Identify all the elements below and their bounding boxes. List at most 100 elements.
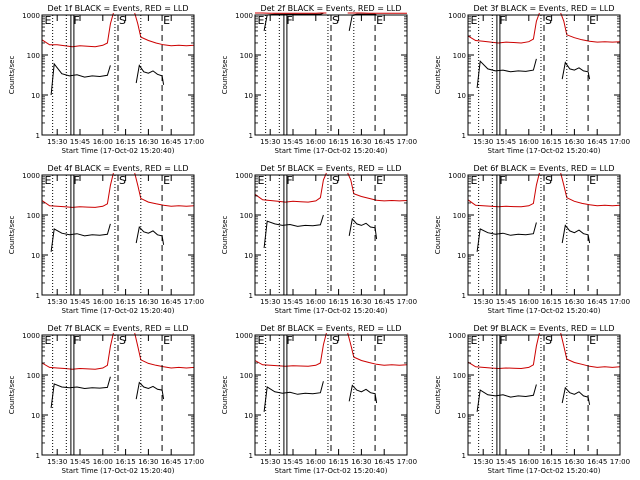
x-tick-label: 15:30 [47,298,67,306]
chart-title: Det 5f BLACK = Events, RED = LLD [260,164,401,173]
x-tick-label: 17:00 [184,138,204,146]
plot-frame [467,174,621,296]
y-axis-label: Counts/sec [434,216,442,255]
series-events-line-1 [476,58,537,89]
chart-title: Det 2f BLACK = Events, RED = LLD [260,4,401,13]
marker-label: F [73,174,79,187]
x-tick-label: 16:15 [542,298,562,306]
x-tick-label: 15:30 [260,298,280,306]
y-tick-label: 100 [240,212,253,220]
marker-label: E [258,14,265,27]
x-tick-label: 15:45 [70,138,90,146]
x-tick-label: 15:30 [260,138,280,146]
series-lld-line-1 [41,12,114,48]
y-tick-label: 100 [240,372,253,380]
x-tick-label: 16:45 [587,138,607,146]
marker-label: S [119,174,126,187]
marker-label: F [286,14,292,27]
series-lld-line-2 [347,172,408,202]
x-tick-label: 16:30 [564,298,584,306]
chart-title: Det 6f BLACK = Events, RED = LLD [473,164,614,173]
marker-label: E [163,14,170,27]
y-tick-label: 1 [36,292,40,300]
y-tick-label: 10 [31,92,40,100]
series-events-line-2 [135,225,165,245]
series-events-line-1 [50,376,111,409]
plot-frame [41,174,195,296]
y-tick-label: 1000 [235,172,253,180]
y-tick-label: 10 [31,412,40,420]
x-tick-label: 15:45 [496,458,516,466]
marker-label: F [499,174,505,187]
x-tick-label: 15:45 [283,138,303,146]
y-tick-label: 10 [244,252,253,260]
series-lld-line-1 [467,172,540,208]
marker-label: E [45,174,52,187]
x-tick-label: 16:00 [519,458,539,466]
series-lld-line-1 [254,172,327,203]
y-tick-label: 10 [457,412,466,420]
y-tick-label: 1000 [235,12,253,20]
x-tick-label: 16:15 [542,458,562,466]
x-tick-label: 16:30 [564,138,584,146]
series-lld-line-1 [467,12,540,44]
y-tick-label: 1 [249,132,253,140]
marker-label: F [286,334,292,347]
x-tick-label: 16:15 [542,138,562,146]
series-events-line-1 [263,12,324,31]
y-tick-label: 100 [453,52,466,60]
marker-label: E [376,334,383,347]
x-tick-label: 15:45 [283,298,303,306]
x-axis-label: Start Time (17-Oct-02 15:20:40) [275,307,388,315]
x-tick-label: 16:45 [374,298,394,306]
y-tick-label: 1000 [22,332,40,340]
marker-label: S [332,334,339,347]
series-events-line-1 [263,214,324,249]
plot-frame [41,14,195,136]
x-tick-label: 16:15 [329,298,349,306]
x-tick-label: 16:45 [161,458,181,466]
x-tick-label: 15:45 [70,458,90,466]
series-events-line-2 [135,381,165,400]
y-tick-label: 100 [240,52,253,60]
y-tick-label: 100 [453,212,466,220]
y-tick-label: 100 [453,372,466,380]
x-tick-label: 16:30 [564,458,584,466]
y-tick-label: 1 [36,452,40,460]
x-tick-label: 16:15 [329,458,349,466]
marker-label: F [73,334,79,347]
y-tick-label: 1 [462,132,466,140]
marker-label: E [376,14,383,27]
x-tick-label: 16:00 [306,138,326,146]
x-tick-label: 16:30 [138,458,158,466]
marker-label: E [258,334,265,347]
series-lld-line-2 [134,12,195,47]
marker-label: E [471,334,478,347]
x-tick-label: 15:30 [473,298,493,306]
x-tick-label: 15:45 [283,458,303,466]
y-tick-label: 1000 [448,12,466,20]
y-tick-label: 10 [457,252,466,260]
x-axis-label: Start Time (17-Oct-02 15:20:40) [488,147,601,155]
x-tick-label: 16:45 [587,298,607,306]
series-lld-line-1 [41,172,114,208]
x-axis-label: Start Time (17-Oct-02 15:20:40) [62,307,175,315]
x-tick-label: 16:45 [161,138,181,146]
marker-label: E [589,174,596,187]
y-axis-label: Counts/sec [8,216,16,255]
x-tick-label: 17:00 [610,138,630,146]
series-events-line-1 [50,223,111,252]
x-tick-label: 16:00 [519,298,539,306]
y-axis-label: Counts/sec [8,56,16,95]
chart-title: Det 8f BLACK = Events, RED = LLD [260,324,401,333]
x-tick-label: 16:15 [116,138,136,146]
x-tick-label: 16:30 [351,298,371,306]
y-tick-label: 1 [462,292,466,300]
series-lld-line-2 [560,332,621,368]
plot-frame [467,334,621,456]
x-tick-label: 15:30 [473,458,493,466]
x-tick-label: 15:45 [496,138,516,146]
